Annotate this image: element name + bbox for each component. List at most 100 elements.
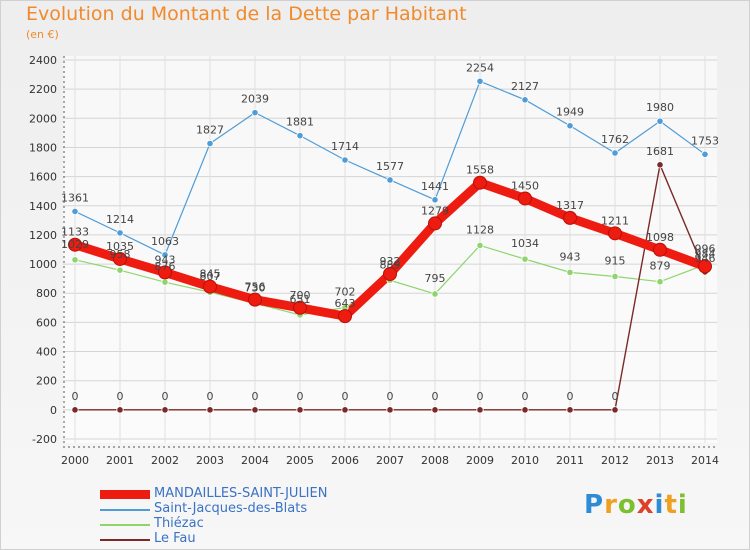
data-label: 996: [695, 243, 716, 256]
logo-letter: o: [617, 490, 637, 520]
data-label: 807: [200, 270, 221, 283]
data-label: 1214: [106, 213, 134, 226]
data-label: 1762: [601, 133, 629, 146]
data-point: [248, 292, 262, 307]
data-label: 946: [695, 252, 716, 265]
data-point: [386, 176, 394, 184]
data-point: [206, 139, 214, 148]
data-label: 702: [335, 286, 356, 299]
data-label: 2127: [511, 80, 539, 93]
data-label: 1029: [61, 238, 89, 251]
data-point: [521, 255, 529, 263]
x-tick-label: 2007: [376, 454, 404, 467]
data-point: [116, 266, 124, 274]
data-label: 1317: [556, 199, 584, 212]
x-tick-label: 2001: [106, 454, 134, 467]
data-point: [251, 406, 259, 414]
data-point: [566, 406, 574, 414]
data-point: [71, 256, 79, 264]
data-label: 1098: [646, 231, 674, 244]
data-label: 876: [155, 260, 176, 273]
data-label: 0: [432, 390, 439, 403]
x-tick-label: 2014: [691, 454, 719, 467]
y-tick-label: 400: [36, 346, 57, 359]
data-label: 1128: [466, 223, 494, 236]
data-point: [251, 109, 259, 117]
data-point: [203, 279, 217, 294]
logo-letter: i: [677, 490, 688, 520]
data-point: [341, 406, 349, 414]
data-label: 984: [695, 247, 716, 260]
data-point: [611, 406, 619, 414]
data-label: 651: [290, 293, 311, 306]
data-point: [161, 251, 169, 259]
data-point: [566, 122, 574, 130]
data-point: [296, 132, 304, 140]
data-point: [293, 300, 307, 315]
legend-swatch: [100, 539, 150, 541]
x-tick-label: 2013: [646, 454, 674, 467]
data-label: 1949: [556, 106, 584, 119]
data-label: 0: [387, 390, 394, 403]
data-label: 1035: [106, 240, 134, 253]
y-tick-label: 200: [36, 375, 57, 388]
data-point: [431, 406, 439, 414]
x-tick-label: 2012: [601, 454, 629, 467]
data-label: 1681: [646, 145, 674, 158]
data-point: [656, 278, 664, 286]
data-point: [116, 406, 124, 414]
x-tick-label: 2003: [196, 454, 224, 467]
data-point: [611, 149, 619, 157]
data-point: [476, 406, 484, 414]
proxiti-logo: Proxiti: [584, 490, 688, 520]
data-label: 2039: [241, 93, 269, 106]
data-label: 0: [612, 390, 619, 403]
y-tick-label: 1400: [29, 200, 57, 213]
data-label: 1441: [421, 180, 449, 193]
data-label: 879: [650, 260, 671, 273]
data-point: [338, 309, 352, 324]
data-label: 795: [425, 272, 446, 285]
x-tick-label: 2009: [466, 454, 494, 467]
legend-label: Saint-Jacques-des-Blats: [154, 501, 308, 516]
data-point: [161, 278, 169, 286]
data-point: [116, 229, 124, 237]
data-label: 889: [380, 258, 401, 271]
chart-subtitle: (en €): [26, 28, 59, 41]
data-label: 1827: [196, 124, 224, 137]
data-point: [296, 406, 304, 414]
data-label: 1361: [61, 191, 89, 204]
data-label: 1211: [601, 214, 629, 227]
chart-title: Evolution du Montant de la Dette par Hab…: [26, 3, 467, 25]
logo-letter: r: [604, 490, 618, 520]
data-label: 0: [207, 390, 214, 403]
y-tick-label: 2200: [29, 83, 57, 96]
data-label: 958: [110, 248, 131, 261]
data-point: [113, 251, 127, 266]
y-tick-label: 1800: [29, 141, 57, 154]
data-point: [566, 268, 574, 276]
data-point: [71, 207, 79, 216]
data-label: 0: [297, 390, 304, 403]
x-tick-label: 2008: [421, 454, 449, 467]
data-point: [698, 259, 712, 274]
data-label: 0: [522, 390, 529, 403]
data-label: 0: [567, 390, 574, 403]
legend-label: Le Fau: [154, 531, 196, 546]
data-label: 1133: [61, 226, 89, 239]
y-tick-label: -200: [32, 433, 57, 446]
data-point: [383, 266, 397, 281]
data-label: 0: [162, 390, 169, 403]
y-tick-label: 600: [36, 316, 57, 329]
data-point: [563, 210, 577, 225]
x-tick-label: 2002: [151, 454, 179, 467]
data-point: [521, 96, 529, 104]
legend-swatch: [100, 524, 150, 526]
y-tick-label: 2000: [29, 112, 57, 125]
data-point: [431, 196, 439, 204]
logo-letter: i: [654, 490, 665, 520]
legend-swatch: [100, 509, 150, 511]
data-label: 643: [335, 297, 356, 310]
data-label: 1714: [331, 140, 359, 153]
data-point: [656, 161, 664, 169]
